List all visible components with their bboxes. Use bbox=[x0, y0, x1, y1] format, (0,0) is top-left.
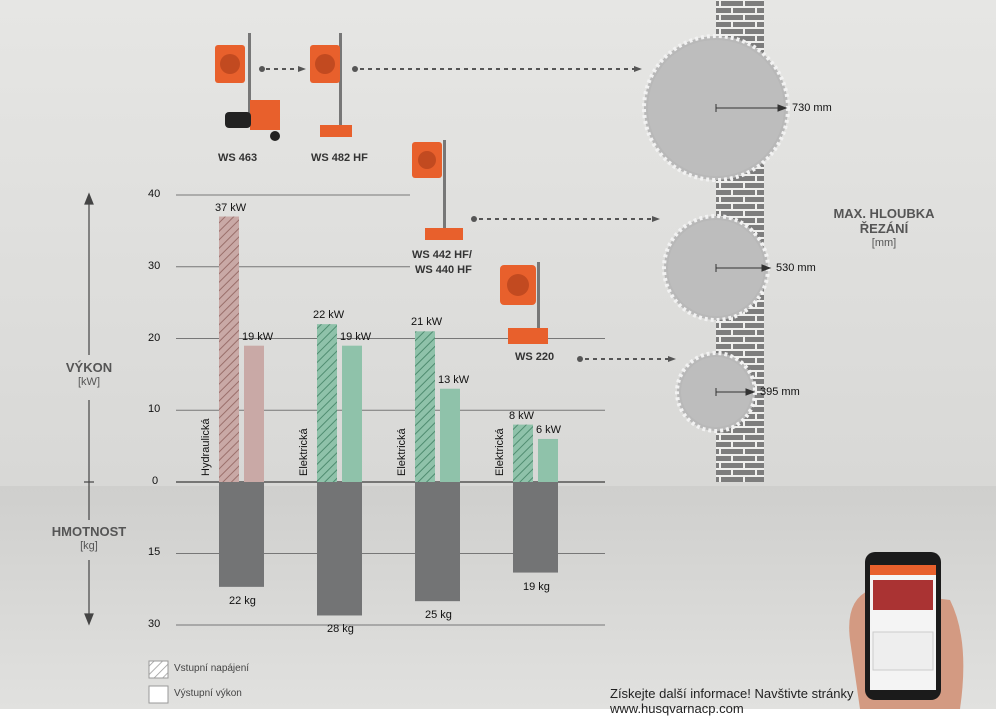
bar-weight-3 bbox=[513, 482, 558, 573]
bar-output-power-3 bbox=[538, 438, 558, 482]
weight-axis-title: HMOTNOST [kg] bbox=[51, 524, 127, 552]
tick-power-40: 40 bbox=[148, 188, 161, 200]
label-weight-2: 25 kg bbox=[425, 609, 452, 622]
blade-label-530: 530 mm bbox=[776, 262, 816, 274]
tick-power-20: 20 bbox=[148, 332, 161, 344]
tick-power-0: 0 bbox=[152, 475, 159, 487]
tick-power-10: 10 bbox=[148, 403, 161, 415]
model-label-ws463: WS 463 bbox=[218, 152, 258, 164]
machine-ws482-illustration bbox=[310, 33, 352, 137]
blade-label-730: 730 mm bbox=[792, 102, 832, 114]
bar-input-power-1 bbox=[317, 324, 337, 482]
label-drive-0: Hydraulická bbox=[200, 418, 212, 476]
tick-weight-30: 30 bbox=[148, 618, 161, 630]
bar-output-power-1 bbox=[342, 345, 362, 482]
footer-line1: Získejte další informace! Navštivte strá… bbox=[610, 686, 854, 701]
label-weight-3: 19 kg bbox=[523, 580, 550, 593]
machine-ws442-illustration bbox=[412, 140, 463, 240]
bar-input-power-2 bbox=[415, 331, 435, 482]
bar-weight-2 bbox=[415, 482, 460, 602]
legend-label-output: Výstupní výkon bbox=[174, 688, 242, 699]
machine-ws220-illustration bbox=[500, 262, 548, 344]
label-weight-0: 22 kg bbox=[229, 594, 256, 607]
tick-power-30: 30 bbox=[148, 260, 161, 272]
wall-background bbox=[0, 0, 996, 486]
radius-markers bbox=[715, 104, 788, 396]
connectors bbox=[259, 66, 676, 362]
label-input-power-1: 22 kW bbox=[313, 309, 345, 322]
machine-ws463-illustration bbox=[215, 33, 280, 141]
bar-input-power-3 bbox=[513, 424, 533, 482]
legend-swatch-hatched bbox=[148, 660, 169, 679]
phone-illustration bbox=[849, 552, 964, 709]
bar-output-power-0 bbox=[244, 345, 264, 482]
bar-weight-1 bbox=[317, 482, 362, 616]
model-label-ws482: WS 482 HF bbox=[311, 152, 368, 164]
bar-output-power-2 bbox=[440, 388, 460, 482]
label-output-power-2: 13 kW bbox=[438, 373, 470, 386]
label-input-power-3: 8 kW bbox=[509, 409, 535, 422]
legend-label-input: Vstupní napájení bbox=[174, 663, 250, 674]
label-weight-1: 28 kg bbox=[327, 623, 354, 636]
label-output-power-0: 19 kW bbox=[242, 330, 274, 343]
power-axis-title: VÝKON [kW] bbox=[65, 360, 113, 388]
label-input-power-2: 21 kW bbox=[411, 316, 443, 329]
model-label-ws440: WS 440 HF bbox=[415, 264, 472, 276]
label-drive-2: Elektrická bbox=[396, 428, 408, 476]
label-input-power-0: 37 kW bbox=[215, 201, 247, 214]
label-output-power-3: 6 kW bbox=[536, 423, 562, 436]
bars-layer bbox=[219, 216, 558, 616]
blade-label-395: 395 mm bbox=[760, 386, 800, 398]
cut-depth-title: MAX. HLOUBKA ŘEZÁNÍ [mm] bbox=[833, 206, 935, 249]
tick-weight-15: 15 bbox=[148, 546, 161, 558]
label-drive-3: Elektrická bbox=[494, 428, 506, 476]
legend-swatch-solid bbox=[148, 685, 169, 704]
label-drive-1: Elektrická bbox=[298, 428, 310, 476]
vertical-axis-arrow bbox=[84, 192, 94, 626]
model-label-ws220: WS 220 bbox=[515, 351, 555, 363]
bar-weight-0 bbox=[219, 482, 264, 587]
bar-input-power-0 bbox=[219, 216, 239, 482]
label-output-power-1: 19 kW bbox=[340, 330, 372, 343]
model-label-ws442: WS 442 HF/ bbox=[412, 249, 472, 261]
